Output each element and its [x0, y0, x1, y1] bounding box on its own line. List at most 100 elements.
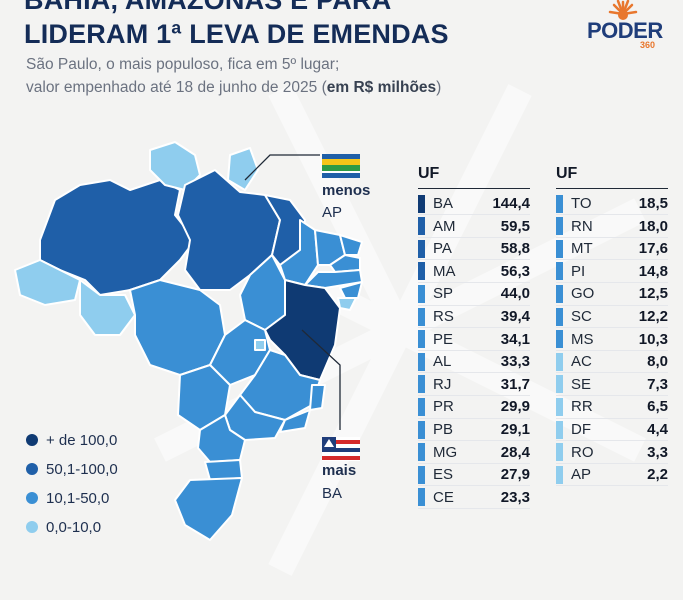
table-row: PA 58,8 — [418, 238, 530, 261]
state-es — [309, 384, 326, 411]
table-row: RN 18,0 — [556, 216, 668, 238]
subtitle-line-2: valor empenhado até 18 de junho de 2025 … — [26, 79, 442, 96]
row-swatch — [418, 194, 425, 213]
table-row: RJ 31,7 — [418, 374, 530, 396]
row-value: 59,5 — [500, 217, 530, 235]
row-uf: MT — [571, 240, 593, 258]
table-row: SP 44,0 — [418, 283, 530, 306]
row-uf: AC — [571, 353, 592, 371]
row-swatch — [418, 239, 425, 258]
row-uf: MS — [571, 330, 594, 348]
table-row: PE 34,1 — [418, 329, 530, 351]
row-value: 12,2 — [638, 308, 668, 326]
row-value: 29,9 — [500, 398, 530, 416]
legend-swatch — [26, 492, 38, 504]
table-row: AC 8,0 — [556, 351, 668, 374]
row-value: 27,9 — [500, 466, 530, 484]
row-value: 58,8 — [500, 240, 530, 258]
row-value: 44,0 — [500, 285, 530, 303]
row-value: 23,3 — [500, 488, 530, 506]
row-uf: MG — [433, 443, 458, 461]
row-uf: PR — [433, 398, 454, 416]
subtitle-line-1: São Paulo, o mais populoso, fica em 5º l… — [26, 56, 340, 73]
row-value: 8,0 — [647, 353, 668, 371]
state-pr — [197, 414, 246, 463]
table-row: MG 28,4 — [418, 442, 530, 464]
row-swatch — [556, 284, 563, 303]
row-value: 7,3 — [647, 375, 668, 393]
row-swatch — [418, 284, 425, 303]
row-swatch — [556, 443, 563, 462]
row-uf: PB — [433, 421, 454, 439]
poder360-logo: PODER 360 — [583, 0, 673, 66]
legend-item: 0,0-10,0 — [26, 517, 101, 537]
row-swatch — [418, 465, 425, 484]
row-value: 18,5 — [638, 195, 668, 213]
row-swatch — [418, 262, 425, 281]
legend-item: 50,1-100,0 — [26, 459, 118, 479]
row-swatch — [556, 397, 563, 416]
row-value: 33,3 — [500, 353, 530, 371]
row-swatch — [418, 375, 425, 394]
amapa-flag-icon — [322, 154, 360, 178]
row-swatch — [418, 307, 425, 326]
brazil-map — [14, 141, 363, 541]
row-swatch — [418, 397, 425, 416]
table-right-header: UF — [556, 165, 578, 182]
row-uf: RN — [571, 217, 593, 235]
row-uf: SC — [571, 308, 592, 326]
row-uf: MA — [433, 262, 456, 280]
row-value: 34,1 — [500, 330, 530, 348]
state-go — [209, 319, 271, 386]
legend-item: + de 100,0 — [26, 430, 117, 450]
state-rj — [279, 409, 311, 433]
legend-swatch — [26, 463, 38, 475]
row-uf: PE — [433, 330, 454, 348]
row-swatch — [418, 217, 425, 236]
row-value: 12,5 — [638, 285, 668, 303]
table-row: AL 33,3 — [418, 351, 530, 374]
table-row: BA 144,4 — [418, 193, 530, 216]
row-swatch — [556, 375, 563, 394]
row-uf: ES — [433, 466, 454, 484]
row-value: 29,1 — [500, 421, 530, 439]
row-swatch — [556, 217, 563, 236]
legend-item: 10,1-50,0 — [26, 488, 109, 508]
row-swatch — [556, 420, 563, 439]
table-row: RR 6,5 — [556, 396, 668, 419]
row-value: 6,5 — [647, 398, 668, 416]
legend-label: 10,1-50,0 — [46, 489, 110, 507]
table-right-rule — [556, 188, 668, 189]
table-row: RO 3,3 — [556, 442, 668, 464]
sun-rays-icon — [608, 0, 638, 20]
row-swatch — [418, 443, 425, 462]
row-value: 31,7 — [500, 375, 530, 393]
row-uf: AP — [571, 466, 592, 484]
legend-label: + de 100,0 — [46, 431, 118, 449]
state-sc — [204, 459, 243, 481]
row-swatch — [556, 330, 563, 349]
table-left-rule — [418, 188, 530, 189]
row-swatch — [556, 465, 563, 484]
state-pb — [329, 254, 361, 273]
row-swatch — [418, 420, 425, 439]
legend-swatch — [26, 434, 38, 446]
table-row: PR 29,9 — [418, 396, 530, 419]
row-uf: CE — [433, 488, 454, 506]
least-callout-word: menos — [322, 182, 371, 199]
row-uf: RO — [571, 443, 594, 461]
row-value: 56,3 — [500, 262, 530, 280]
table-row: DF 4,4 — [556, 419, 668, 442]
most-callout-uf: BA — [322, 485, 343, 502]
most-callout-word: mais — [322, 462, 357, 479]
state-al — [339, 281, 363, 299]
table-row: AM 59,5 — [418, 216, 530, 238]
row-swatch — [418, 352, 425, 371]
row-value: 18,0 — [638, 217, 668, 235]
row-uf: BA — [433, 195, 454, 213]
table-row: SE 7,3 — [556, 374, 668, 396]
logo-number: 360 — [640, 40, 656, 50]
state-rn — [339, 234, 363, 256]
row-swatch — [556, 194, 563, 213]
row-value: 10,3 — [638, 330, 668, 348]
